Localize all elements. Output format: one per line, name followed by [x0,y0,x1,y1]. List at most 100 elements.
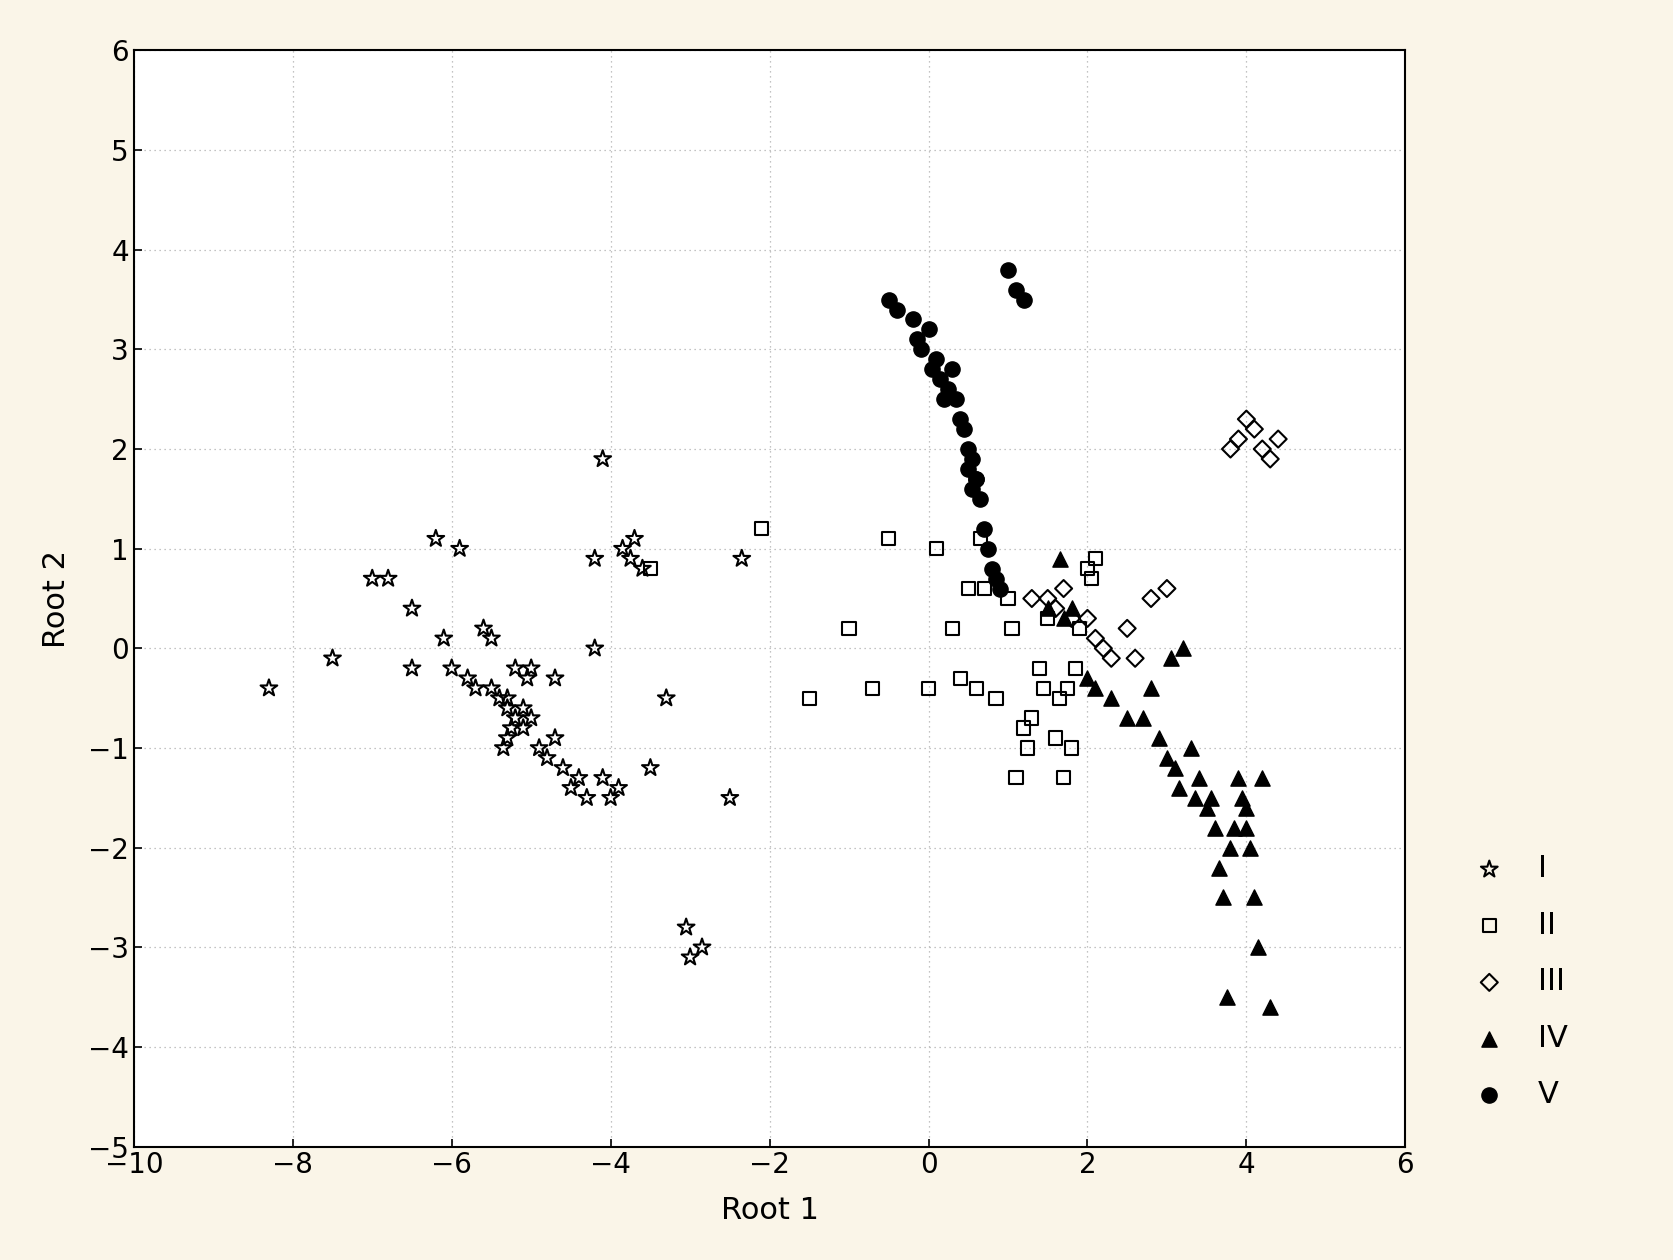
Point [970,519,997,539]
Point [525,738,552,759]
Point [398,598,425,619]
Point [1042,728,1069,748]
Point [982,688,1009,708]
Point [1031,678,1057,698]
Point [1051,578,1077,598]
Point [1221,818,1248,838]
Point [676,948,703,968]
Point [617,548,644,568]
Point [1051,767,1077,788]
Point [320,648,346,668]
Point [970,578,997,598]
Point [1218,838,1245,858]
Point [652,688,679,708]
Point [1046,688,1072,708]
Point [1178,738,1205,759]
Point [1010,718,1037,738]
Point [959,449,985,469]
Point [950,420,977,440]
Point [835,619,863,639]
Point [967,529,994,549]
Point [1218,438,1245,459]
Point [1158,648,1184,668]
Point [1233,798,1260,818]
Point [959,479,985,499]
Point [1121,648,1148,668]
Point [462,678,489,698]
Point [947,668,974,688]
Point [1233,818,1260,838]
Point [478,629,505,649]
Point [1057,738,1084,759]
Point [1153,748,1179,769]
Point [574,788,601,808]
Point [1146,728,1173,748]
Point [637,757,664,777]
Point [1114,619,1141,639]
Point [438,658,465,678]
Point [1082,629,1109,649]
Point [519,708,545,728]
Point [565,767,592,788]
Point [964,469,990,489]
Point [796,688,823,708]
Point [514,668,540,688]
Point [494,698,520,718]
Point [875,290,902,310]
Point [915,319,942,339]
Point [1002,767,1029,788]
Point [1181,788,1208,808]
Point [1161,757,1188,777]
Point [999,619,1026,639]
Point [1241,420,1268,440]
Point [1230,788,1256,808]
Point [510,698,537,718]
Point [1265,428,1292,449]
Point [964,469,990,489]
Point [398,658,425,678]
Point [549,757,576,777]
Point [589,449,616,469]
Point [430,629,457,649]
Point [621,529,647,549]
Point [748,519,775,539]
Point [1089,639,1116,659]
Point [1205,858,1231,878]
Point [478,678,505,698]
Point [923,538,950,558]
Point [1210,887,1236,907]
Point [1002,280,1029,300]
Point [1225,428,1251,449]
Point [1233,410,1260,430]
Point [1054,678,1081,698]
Point [1225,767,1251,788]
Point [453,668,482,688]
Point [967,489,994,509]
Point [935,379,962,399]
Point [728,548,755,568]
Point [1034,609,1061,629]
Point [1114,708,1141,728]
Point [502,708,529,728]
Point [606,777,632,798]
Point [494,688,520,708]
Point [975,538,1002,558]
Point [1198,788,1225,808]
Point [1248,767,1275,788]
Point [1019,588,1046,609]
Point [939,619,965,639]
Point [1082,678,1109,698]
Point [982,568,1009,588]
Point [927,369,954,389]
Point [485,688,512,708]
Point [930,389,957,410]
Point [883,300,910,320]
Point [716,788,743,808]
Point [422,529,448,549]
Point [915,678,942,698]
Point [1010,290,1037,310]
Point [987,578,1014,598]
Point [597,788,624,808]
Point [1129,708,1156,728]
Point [581,548,607,568]
